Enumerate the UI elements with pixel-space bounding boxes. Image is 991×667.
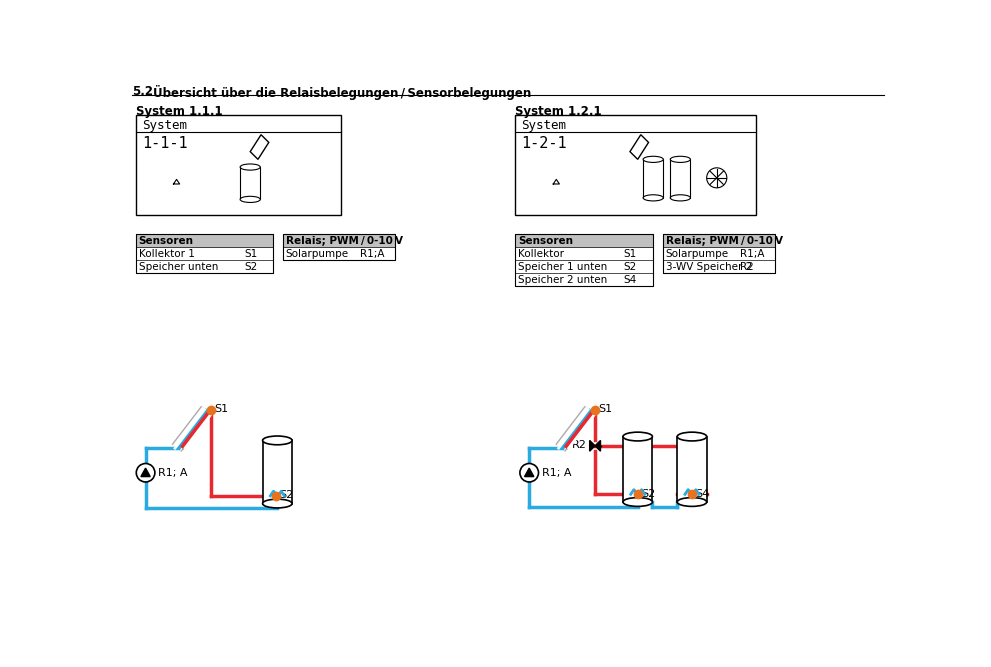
Text: Übersicht über die Relaisbelegungen / Sensorbelegungen: Übersicht über die Relaisbelegungen / Se… [154,85,531,99]
Bar [136,234,274,273]
Circle shape [137,464,155,482]
Ellipse shape [240,196,261,203]
Text: S2: S2 [244,261,258,271]
Text: System: System [142,119,186,132]
Ellipse shape [643,156,663,163]
Bar [677,436,707,502]
Ellipse shape [240,164,261,170]
Text: S4: S4 [623,275,637,285]
Bar [663,234,775,273]
Bar [515,234,653,247]
Polygon shape [141,468,151,477]
Text: System 1.1.1: System 1.1.1 [136,105,222,117]
Text: R2: R2 [740,261,754,271]
Bar [515,234,653,286]
Text: S4: S4 [695,488,710,498]
Text: Speicher 2 unten: Speicher 2 unten [518,275,607,285]
Bar [263,440,292,504]
Ellipse shape [623,432,652,441]
Polygon shape [630,135,648,159]
Bar [136,260,274,273]
Text: System: System [521,119,567,132]
Text: Speicher unten: Speicher unten [139,261,218,271]
Text: 1-2-1: 1-2-1 [521,136,567,151]
Bar [663,260,775,273]
Bar [515,273,653,286]
Ellipse shape [263,499,292,508]
Ellipse shape [677,498,707,506]
Polygon shape [590,440,595,451]
Bar [282,234,395,260]
Text: Relais; PWM / 0-10 V: Relais; PWM / 0-10 V [666,235,783,245]
Bar [515,247,653,260]
Text: Kollektor: Kollektor [518,249,564,259]
Text: R1;A: R1;A [740,249,764,259]
Ellipse shape [670,195,691,201]
Text: Sensoren: Sensoren [139,235,193,245]
Ellipse shape [677,432,707,441]
Text: Relais; PWM / 0-10 V: Relais; PWM / 0-10 V [285,235,403,245]
Text: R1;A: R1;A [361,249,385,259]
Polygon shape [595,440,601,451]
Bar [670,159,691,198]
Text: S1: S1 [214,404,229,414]
Text: Solarpumpe: Solarpumpe [666,249,728,259]
Bar [515,260,653,273]
Text: S1: S1 [623,249,637,259]
Text: S1: S1 [244,249,258,259]
Text: 5.2: 5.2 [132,85,153,97]
Bar [663,234,775,247]
Text: S1: S1 [599,404,612,414]
Circle shape [520,464,538,482]
Text: Sensoren: Sensoren [518,235,574,245]
Bar [282,247,395,260]
Polygon shape [250,135,269,159]
Bar [282,234,395,247]
Bar [623,436,652,502]
Polygon shape [524,468,534,477]
Text: 1-1-1: 1-1-1 [142,136,187,151]
Bar [136,234,274,247]
Text: System 1.2.1: System 1.2.1 [515,105,602,117]
Bar [663,247,775,260]
Text: 3-WV Speicher 2: 3-WV Speicher 2 [666,261,752,271]
Ellipse shape [623,498,652,506]
Bar [136,247,274,260]
Text: S2: S2 [623,261,637,271]
Ellipse shape [643,195,663,201]
Text: Speicher 1 unten: Speicher 1 unten [518,261,607,271]
Circle shape [707,168,726,188]
Text: S2: S2 [641,488,655,498]
Ellipse shape [263,436,292,445]
Text: S2: S2 [278,490,293,500]
Bar [643,159,663,198]
Ellipse shape [670,156,691,163]
Text: Kollektor 1: Kollektor 1 [139,249,194,259]
Text: R2: R2 [572,440,587,450]
Text: Solarpumpe: Solarpumpe [285,249,349,259]
Text: R1; A: R1; A [542,468,571,478]
Bar [136,115,341,215]
Bar [240,167,261,199]
Bar [515,115,755,215]
Text: R1; A: R1; A [158,468,187,478]
